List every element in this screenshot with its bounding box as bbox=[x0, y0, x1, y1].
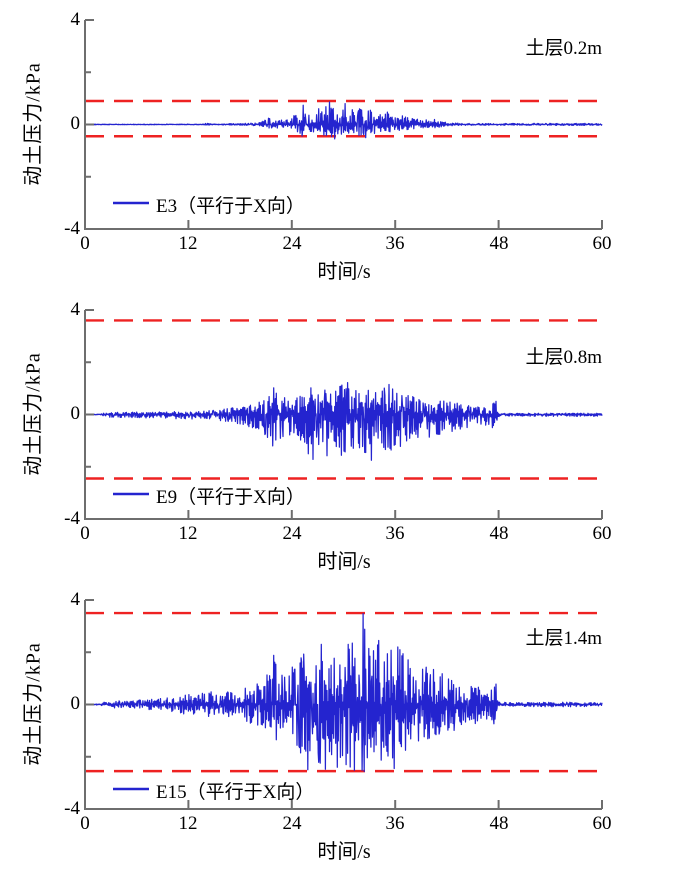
y-tick-label: -4 bbox=[64, 218, 80, 239]
x-tick-label: 0 bbox=[80, 233, 90, 254]
y-axis-title: 动土压力/kPa bbox=[22, 62, 45, 186]
y-tick-label: 0 bbox=[70, 113, 81, 134]
waveform-plot-0-2m bbox=[84, 19, 603, 230]
soil-depth-annotation: 土层0.8m bbox=[525, 347, 602, 368]
legend-label: E15（平行于X向） bbox=[156, 782, 315, 803]
x-tick-label: 12 bbox=[178, 233, 198, 254]
x-tick-label: 24 bbox=[282, 813, 302, 834]
x-tick-label: 60 bbox=[592, 233, 612, 254]
chart-panel-soil-0-2m: 动土压力/kPa 4 0 -4 0 12 24 36 48 60 时间/s 土层… bbox=[0, 0, 675, 290]
x-tick-label: 0 bbox=[80, 523, 90, 544]
y-tick-label: 4 bbox=[70, 9, 81, 30]
x-tick-label: 24 bbox=[282, 523, 302, 544]
legend-label: E3（平行于X向） bbox=[156, 196, 305, 217]
x-axis-title: 时间/s bbox=[317, 841, 371, 863]
y-tick-label: -4 bbox=[64, 508, 80, 529]
x-axis-title: 时间/s bbox=[317, 261, 371, 283]
x-axis-title: 时间/s bbox=[317, 551, 371, 573]
y-axis-title: 动土压力/kPa bbox=[22, 352, 45, 476]
y-axis-title: 动土压力/kPa bbox=[22, 642, 45, 766]
chart-panel-soil-0-8m: 动土压力/kPa 4 0 -4 0 12 24 36 48 60 时间/s 土层… bbox=[0, 290, 675, 580]
x-tick-label: 12 bbox=[178, 813, 198, 834]
y-tick-label: 0 bbox=[70, 403, 81, 424]
x-tick-label: 36 bbox=[385, 233, 405, 254]
x-tick-label: 36 bbox=[385, 813, 405, 834]
waveform-plot-0-8m bbox=[84, 309, 603, 520]
x-tick-label: 48 bbox=[489, 233, 509, 254]
y-tick-label: -4 bbox=[64, 798, 80, 819]
y-tick-label: 4 bbox=[70, 589, 81, 610]
x-tick-label: 48 bbox=[489, 813, 509, 834]
x-tick-label: 48 bbox=[489, 523, 509, 544]
waveform-plot-1-4m bbox=[84, 599, 603, 810]
x-tick-label: 60 bbox=[592, 813, 612, 834]
y-tick-label: 0 bbox=[70, 693, 81, 714]
legend-label: E9（平行于X向） bbox=[156, 487, 305, 508]
x-tick-label: 60 bbox=[592, 523, 612, 544]
x-tick-label: 36 bbox=[385, 523, 405, 544]
x-tick-label: 24 bbox=[282, 233, 302, 254]
x-tick-label: 0 bbox=[80, 813, 90, 834]
x-tick-label: 12 bbox=[178, 523, 198, 544]
chart-panel-soil-1-4m: 动土压力/kPa 4 0 -4 0 12 24 36 48 60 时间/s 土层… bbox=[0, 580, 675, 869]
soil-depth-annotation: 土层0.2m bbox=[525, 38, 602, 59]
y-tick-label: 4 bbox=[70, 299, 81, 320]
soil-depth-annotation: 土层1.4m bbox=[525, 628, 602, 649]
